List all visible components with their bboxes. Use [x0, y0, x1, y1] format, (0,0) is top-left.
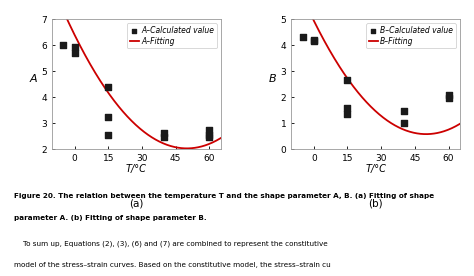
- A–Calculated value: [161, 135, 168, 140]
- A–Calculated value: [206, 127, 213, 132]
- A–Fitting: [218, 137, 223, 140]
- A–Fitting: [116, 105, 122, 108]
- A–Fitting: [104, 89, 110, 93]
- B–Fitting: [343, 75, 349, 78]
- B–Calculated value: [344, 78, 351, 83]
- B–Fitting: [410, 131, 416, 134]
- B–Fitting: [411, 131, 417, 134]
- B–Fitting: [394, 125, 400, 128]
- Text: (b): (b): [368, 198, 383, 208]
- Y-axis label: A: A: [29, 74, 37, 84]
- A–Calculated value: [60, 43, 67, 47]
- A–Fitting: [172, 145, 177, 149]
- B–Calculated value: [400, 109, 408, 114]
- X-axis label: T/°C: T/°C: [126, 164, 147, 174]
- X-axis label: T/°C: T/°C: [365, 164, 386, 174]
- Legend: B–Calculated value, B–Fitting: B–Calculated value, B–Fitting: [366, 23, 456, 48]
- Text: model of the stress–strain curves. Based on the constitutive model, the stress–s: model of the stress–strain curves. Based…: [14, 262, 331, 268]
- Text: parameter A. (b) Fitting of shape parameter B.: parameter A. (b) Fitting of shape parame…: [14, 215, 207, 221]
- Text: Figure 20. The relation between the temperature T and the shape parameter A, B. : Figure 20. The relation between the temp…: [14, 193, 434, 199]
- B–Calculated value: [445, 92, 452, 97]
- B–Calculated value: [400, 121, 408, 125]
- B–Calculated value: [310, 38, 318, 42]
- A–Fitting: [171, 145, 177, 148]
- Legend: A–Calculated value, A–Fitting: A–Calculated value, A–Fitting: [127, 23, 217, 48]
- A–Calculated value: [206, 132, 213, 137]
- A–Fitting: [184, 147, 190, 150]
- B–Calculated value: [344, 105, 351, 110]
- B–Calculated value: [344, 112, 351, 116]
- A–Fitting: [70, 29, 75, 32]
- B–Fitting: [355, 91, 361, 94]
- Text: To sum up, Equations (2), (3), (6) and (7) are combined to represent the constit: To sum up, Equations (2), (3), (6) and (…: [14, 240, 328, 247]
- Line: A–Fitting: A–Fitting: [52, 0, 220, 148]
- A–Calculated value: [206, 135, 213, 140]
- A–Calculated value: [71, 44, 78, 49]
- A–Fitting: [155, 139, 161, 143]
- B–Calculated value: [299, 35, 306, 40]
- B–Fitting: [423, 132, 429, 136]
- A–Calculated value: [104, 132, 112, 137]
- Y-axis label: B: B: [269, 74, 276, 84]
- A–Calculated value: [104, 114, 112, 119]
- A–Calculated value: [104, 84, 112, 89]
- A–Calculated value: [161, 131, 168, 136]
- B–Fitting: [309, 14, 314, 18]
- Line: B–Fitting: B–Fitting: [292, 0, 460, 134]
- Text: (a): (a): [129, 198, 144, 208]
- B–Fitting: [457, 122, 463, 126]
- A–Calculated value: [71, 51, 78, 55]
- B–Calculated value: [310, 39, 318, 44]
- B–Calculated value: [445, 96, 452, 101]
